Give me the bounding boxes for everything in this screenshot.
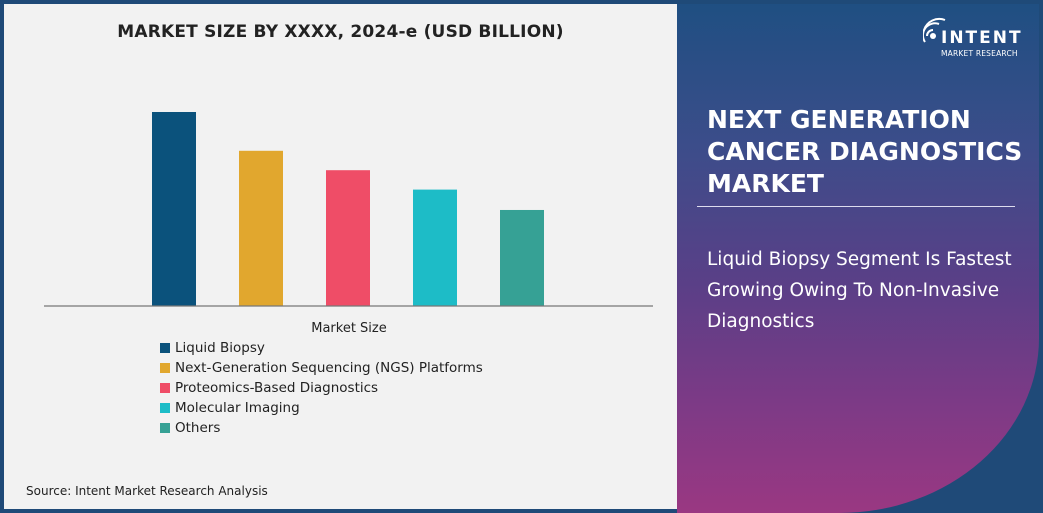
legend-swatch [160, 383, 170, 393]
report-title: NEXT GENERATION CANCER DIAGNOSTICS MARKE… [707, 105, 1023, 198]
legend-item: Others [160, 418, 483, 438]
legend-swatch [160, 423, 170, 433]
legend-swatch [160, 403, 170, 413]
legend-item: Liquid Biopsy [160, 338, 483, 358]
bar-5 [500, 209, 544, 306]
key-insight: Liquid Biopsy Segment Is Fastest Growing… [707, 249, 1012, 332]
legend-label: Molecular Imaging [175, 400, 300, 416]
legend-label: Others [175, 420, 221, 436]
bar-1 [152, 112, 196, 306]
chart-panel: MARKET SIZE BY XXXX, 2024-e (USD BILLION… [4, 4, 677, 509]
source-note: Source: Intent Market Research Analysis [26, 484, 268, 498]
info-panel: INTENT MARKET RESEARCH NEXT GENERATION C… [677, 4, 1039, 513]
legend: Liquid Biopsy Next-Generation Sequencing … [160, 338, 483, 438]
bar-3 [326, 170, 370, 306]
legend-swatch [160, 363, 170, 373]
legend-item: Molecular Imaging [160, 398, 483, 418]
bar-2 [239, 150, 283, 306]
logo: INTENT MARKET RESEARCH [923, 16, 1023, 60]
chart-title: MARKET SIZE BY XXXX, 2024-e (USD BILLION… [117, 22, 564, 42]
bar-chart [44, 112, 653, 307]
x-axis-label: Market Size [311, 321, 387, 336]
bar-4 [413, 189, 457, 306]
legend-item: Proteomics-Based Diagnostics [160, 378, 483, 398]
logo-brand: INTENT [941, 28, 1023, 48]
legend-swatch [160, 343, 170, 353]
legend-label: Proteomics-Based Diagnostics [175, 380, 379, 396]
logo-subtitle: MARKET RESEARCH [941, 49, 1018, 58]
legend-item: Next-Generation Sequencing (NGS) Platfor… [160, 358, 483, 378]
signal-logo-icon [923, 17, 946, 43]
divider [697, 206, 1015, 207]
legend-label: Liquid Biopsy [175, 340, 265, 356]
legend-label: Next-Generation Sequencing (NGS) Platfor… [175, 360, 483, 376]
